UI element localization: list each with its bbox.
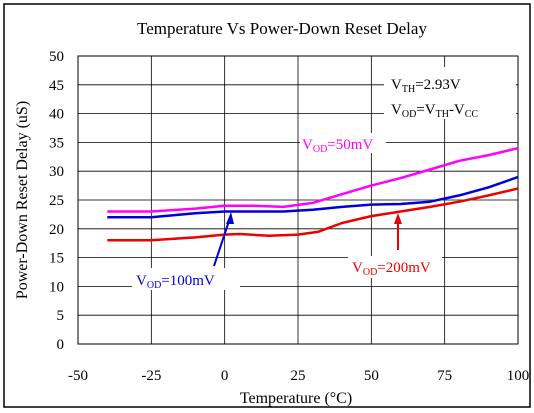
series-group [107, 146, 519, 242]
series-label-50mv: VOD=50mV [302, 137, 373, 155]
series-label-100mv-bg [132, 268, 240, 290]
x-tick-label: 0 [221, 368, 229, 384]
y-tick-label: 15 [49, 251, 64, 267]
series-line-0 [107, 146, 519, 213]
x-tick-label: 50 [364, 368, 379, 384]
vod-formula-annotation: VOD=VTH-VCC [391, 102, 478, 120]
arrow-100mv [213, 212, 234, 267]
x-tick-label: -50 [68, 368, 88, 384]
x-axis-ticks: -50 -25 0 25 50 75 100 [68, 368, 529, 384]
series-label-100mv: VOD=100mV [136, 273, 215, 291]
y-axis-label: Power-Down Reset Delay (uS) [14, 101, 31, 299]
series-line-2 [107, 187, 519, 242]
plot-area-border [77, 55, 519, 345]
y-tick-label: 5 [57, 308, 65, 324]
x-tick-label: -25 [141, 368, 161, 384]
y-tick-label: 50 [49, 49, 64, 65]
y-tick-label: 40 [49, 107, 64, 123]
chart-title: Temperature Vs Power-Down Reset Delay [137, 19, 427, 38]
x-axis-label: Temperature (°C) [240, 390, 352, 407]
y-tick-label: 20 [49, 222, 64, 238]
y-tick-label: 35 [49, 135, 64, 151]
x-tick-label: 25 [291, 368, 306, 384]
vth-annotation: VTH=2.93V [391, 77, 461, 95]
y-tick-label: 0 [57, 337, 65, 353]
y-tick-label: 10 [49, 279, 64, 295]
series-line-1 [107, 175, 519, 219]
x-tick-label: 75 [437, 368, 452, 384]
y-tick-label: 45 [49, 78, 64, 94]
y-axis-ticks: 0 5 10 15 20 25 30 35 40 45 50 [49, 49, 64, 353]
vth-annotation-bg [384, 67, 516, 119]
x-tick-label: 100 [507, 368, 530, 384]
y-tick-label: 30 [49, 164, 64, 180]
series-label-50mv-bg [300, 133, 386, 153]
arrow-200mv [394, 213, 402, 250]
series-label-200mv-bg [348, 256, 442, 278]
series-label-200mv: VOD=200mV [352, 260, 431, 278]
y-tick-label: 25 [49, 193, 64, 209]
